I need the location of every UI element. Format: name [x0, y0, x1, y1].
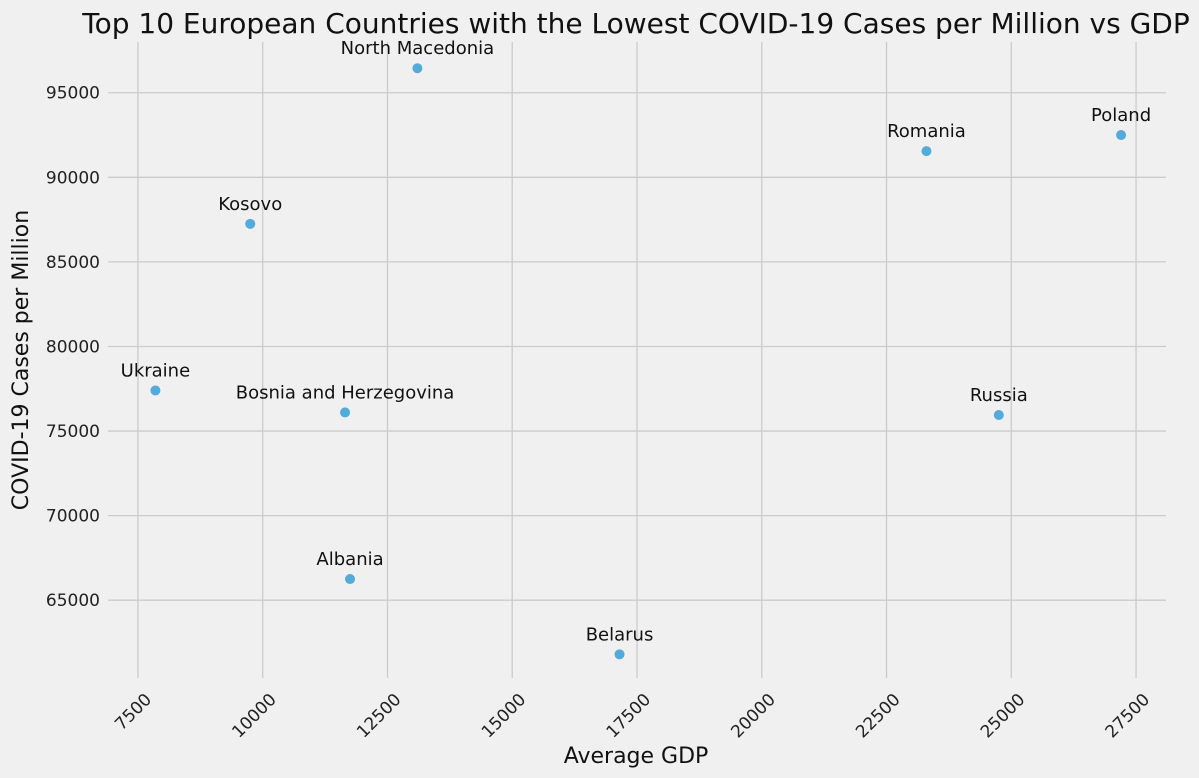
data-points: [150, 63, 1127, 660]
y-tick-label: 65000: [46, 591, 100, 611]
y-tick-label: 70000: [46, 507, 100, 527]
y-axis-label: COVID-19 Cases per Million: [9, 210, 34, 510]
x-tick-label: 20000: [727, 690, 779, 742]
x-axis-ticks: 7500 10000 12500 15000 17500 20000 22500 25000 2…: [111, 690, 1154, 742]
data-label: North Macedonia: [341, 38, 494, 59]
x-tick-label: 17500: [603, 690, 655, 742]
data-point: [340, 407, 351, 418]
x-tick-label: 10000: [228, 690, 280, 742]
chart-title: Top 10 European Countries with the Lowes…: [81, 7, 1189, 40]
data-label: Russia: [970, 385, 1028, 406]
y-tick-label: 80000: [46, 337, 100, 357]
y-tick-label: 95000: [46, 84, 100, 104]
y-axis-ticks: 65000 70000 75000 80000 85000 90000 95000: [46, 84, 100, 611]
data-point: [614, 649, 625, 660]
x-tick-label: 15000: [478, 690, 530, 742]
data-point: [993, 409, 1004, 420]
data-point: [150, 385, 161, 396]
data-point: [921, 146, 932, 157]
x-tick-label: 22500: [852, 690, 904, 742]
x-tick-label: 27500: [1102, 690, 1154, 742]
data-label: Bosnia and Herzegovina: [236, 382, 455, 403]
data-label: Ukraine: [121, 360, 191, 381]
data-point: [1116, 130, 1127, 141]
data-point: [412, 63, 423, 74]
x-tick-label: 7500: [111, 690, 156, 735]
y-tick-label: 85000: [46, 253, 100, 273]
y-tick-label: 90000: [46, 168, 100, 188]
data-label: Belarus: [586, 624, 654, 645]
x-tick-label: 12500: [353, 690, 405, 742]
data-labels: North Macedonia Poland Romania Kosovo Ukrain…: [121, 38, 1151, 645]
x-tick-label: 25000: [977, 690, 1029, 742]
data-label: Albania: [316, 549, 383, 570]
data-point: [345, 574, 356, 585]
data-label: Poland: [1091, 105, 1151, 126]
y-tick-label: 75000: [46, 422, 100, 442]
data-label: Romania: [887, 121, 966, 142]
grid: [108, 42, 1166, 678]
data-point: [245, 218, 256, 229]
x-axis-label: Average GDP: [564, 744, 709, 769]
data-label: Kosovo: [218, 194, 282, 215]
